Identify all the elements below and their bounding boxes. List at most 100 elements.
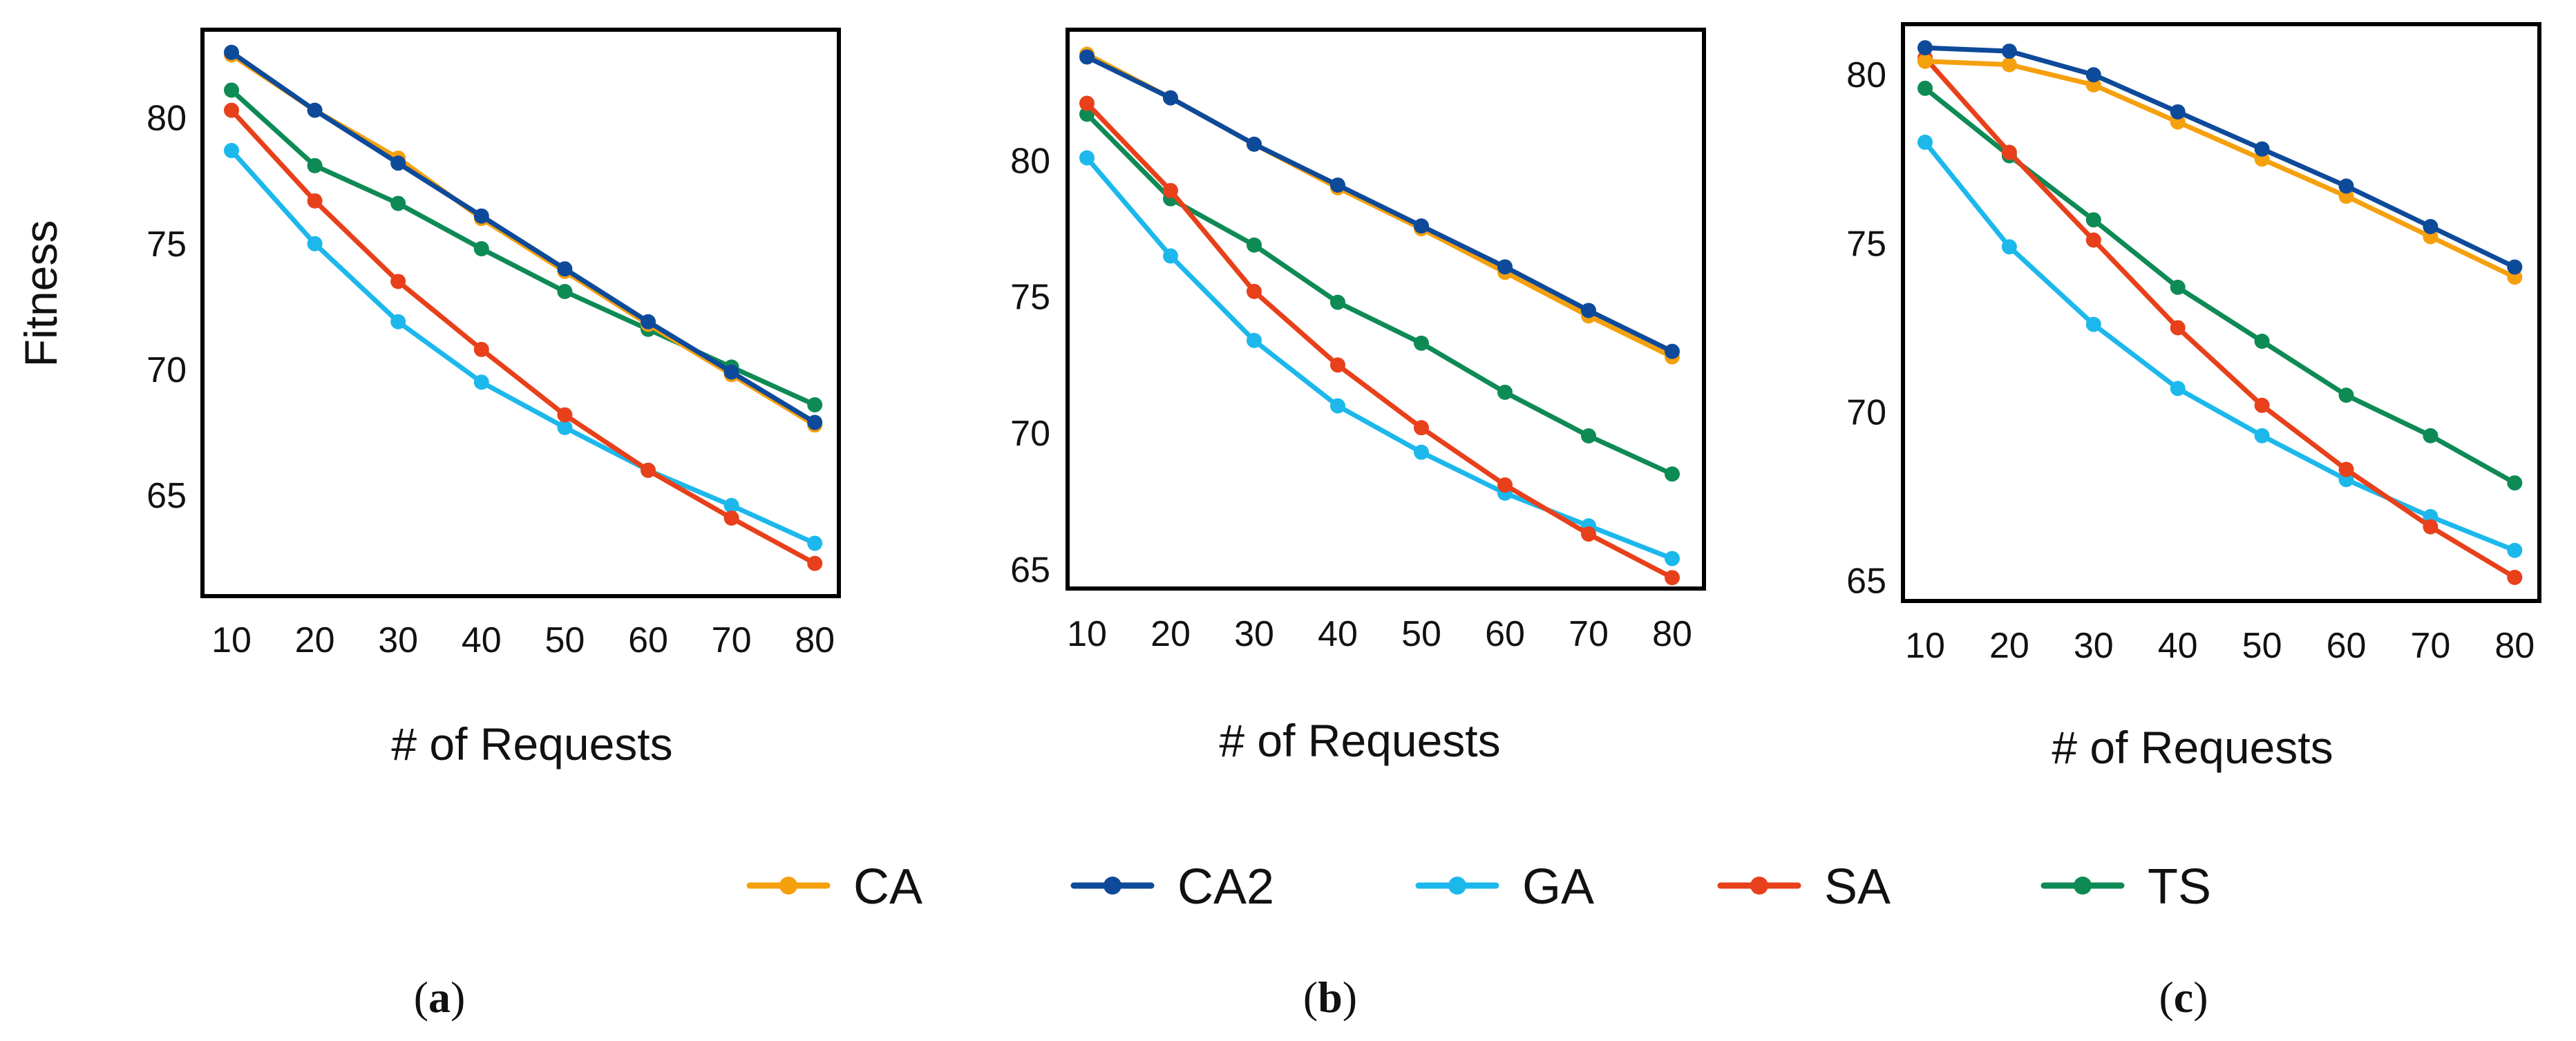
data-point-ts bbox=[1917, 80, 1933, 96]
data-point-sa bbox=[1163, 182, 1178, 198]
data-point-sa bbox=[2254, 397, 2270, 413]
x-tick-label: 30 bbox=[378, 620, 418, 660]
x-axis-title-a: # of Requests bbox=[391, 718, 672, 770]
data-point-ca2 bbox=[2507, 259, 2523, 275]
data-point-ts bbox=[557, 284, 573, 300]
data-point-sa bbox=[390, 274, 406, 289]
data-point-ca2 bbox=[723, 364, 739, 380]
x-tick-label: 80 bbox=[795, 620, 835, 660]
x-tick-label: 10 bbox=[1905, 626, 1945, 666]
y-tick-label: 65 bbox=[1010, 550, 1050, 590]
y-tick-label: 65 bbox=[1846, 562, 1886, 602]
data-point-ca2 bbox=[1665, 343, 1680, 359]
data-point-ga bbox=[557, 419, 573, 435]
data-point-ga bbox=[1163, 248, 1178, 264]
x-tick-label: 80 bbox=[2494, 626, 2535, 666]
plot-frame bbox=[200, 28, 841, 598]
y-tick-label: 70 bbox=[146, 350, 187, 390]
data-point-ca2 bbox=[641, 314, 656, 330]
series-line-sa bbox=[1084, 101, 1675, 580]
data-point-ga bbox=[473, 374, 489, 390]
legend-swatch-marker bbox=[1104, 877, 1121, 895]
y-tick-label: 70 bbox=[1010, 414, 1050, 454]
legend-item-ts: TS bbox=[2040, 859, 2211, 915]
data-point-ca2 bbox=[390, 155, 406, 171]
data-point-ca bbox=[2001, 57, 2017, 73]
data-point-sa bbox=[2170, 320, 2186, 336]
data-point-ga bbox=[1665, 551, 1680, 566]
data-point-ca2 bbox=[2338, 178, 2354, 194]
series-line-ts bbox=[229, 88, 817, 408]
series-line-ts bbox=[1084, 111, 1675, 477]
data-point-ca2 bbox=[2170, 104, 2186, 120]
x-tick-label: 60 bbox=[628, 620, 668, 660]
data-point-ga bbox=[2170, 381, 2186, 397]
data-point-ts bbox=[1247, 237, 1262, 253]
data-point-ga bbox=[307, 236, 323, 251]
data-point-ts bbox=[1330, 294, 1345, 310]
data-point-ca2 bbox=[307, 102, 323, 118]
y-tick-label: 70 bbox=[1846, 393, 1886, 433]
series-line-sa bbox=[229, 108, 817, 566]
x-tick-label: 20 bbox=[1150, 614, 1191, 654]
legend-swatch-marker bbox=[2074, 877, 2092, 895]
data-point-ca2 bbox=[2423, 218, 2438, 234]
data-point-ts bbox=[1497, 384, 1513, 400]
chart-panel-a: 65 70 75 80 10 20 30 40 50 60 70 80 bbox=[146, 28, 841, 660]
y-tick-label: 75 bbox=[1010, 278, 1050, 318]
x-axis-title-c: # of Requests bbox=[2052, 722, 2333, 773]
x-tick-label: 40 bbox=[2158, 626, 2198, 666]
data-point-sa bbox=[2085, 232, 2101, 248]
panel-label-b: (b) bbox=[1303, 973, 1357, 1022]
x-tick-label: 20 bbox=[295, 620, 335, 660]
x-tick-label: 50 bbox=[1401, 614, 1441, 654]
x-tick-label: 40 bbox=[1318, 614, 1358, 654]
data-point-sa bbox=[557, 407, 573, 423]
data-point-sa bbox=[1414, 420, 1429, 436]
legend-item-ca: CA bbox=[746, 859, 922, 915]
data-point-sa bbox=[473, 341, 489, 357]
data-point-ca2 bbox=[1497, 259, 1513, 275]
data-point-sa bbox=[1079, 95, 1095, 111]
x-tick-label: 40 bbox=[462, 620, 502, 660]
x-tick-label: 60 bbox=[2327, 626, 2367, 666]
data-point-sa bbox=[1247, 283, 1262, 299]
x-tick-label: 10 bbox=[1067, 614, 1107, 654]
data-point-ga bbox=[1247, 332, 1262, 348]
series-line-ca2 bbox=[1084, 55, 1675, 354]
data-point-ca2 bbox=[807, 414, 823, 430]
x-tick-label: 10 bbox=[211, 620, 252, 660]
series-line-ca2 bbox=[229, 50, 817, 425]
data-point-ca2 bbox=[1414, 218, 1429, 234]
legend-item-sa: SA bbox=[1717, 859, 1891, 915]
data-point-ga bbox=[2507, 542, 2523, 558]
data-point-ts bbox=[1581, 428, 1596, 444]
x-tick-label: 20 bbox=[1989, 626, 2029, 666]
data-point-ga bbox=[2001, 239, 2017, 255]
panel-label-c: (c) bbox=[2159, 973, 2208, 1022]
legend-label: TS bbox=[2148, 859, 2211, 915]
data-point-ga bbox=[1414, 444, 1429, 460]
x-tick-label: 70 bbox=[1569, 614, 1609, 654]
data-point-sa bbox=[1665, 570, 1680, 586]
data-point-ts bbox=[2338, 388, 2354, 403]
data-point-sa bbox=[1497, 477, 1513, 493]
data-point-sa bbox=[2338, 461, 2354, 477]
series-line-ca2 bbox=[1922, 45, 2517, 270]
y-axis-title: Fitness bbox=[15, 220, 66, 367]
data-point-ts bbox=[2085, 212, 2101, 228]
data-point-ga bbox=[1079, 150, 1095, 166]
chart-panel-c: 65 70 75 80 10 20 30 40 50 60 70 80 bbox=[1846, 22, 2541, 666]
legend-label: CA2 bbox=[1177, 859, 1274, 915]
data-point-ca2 bbox=[1330, 177, 1345, 193]
data-point-sa bbox=[2507, 569, 2523, 585]
data-point-ca2 bbox=[1247, 136, 1262, 152]
x-tick-label: 70 bbox=[2410, 626, 2450, 666]
data-point-ts bbox=[390, 195, 406, 211]
data-point-ts bbox=[307, 157, 323, 173]
x-tick-label: 50 bbox=[2242, 626, 2282, 666]
data-point-ga bbox=[224, 142, 239, 158]
y-tick-label: 80 bbox=[146, 99, 187, 139]
data-point-ts bbox=[1665, 466, 1680, 482]
